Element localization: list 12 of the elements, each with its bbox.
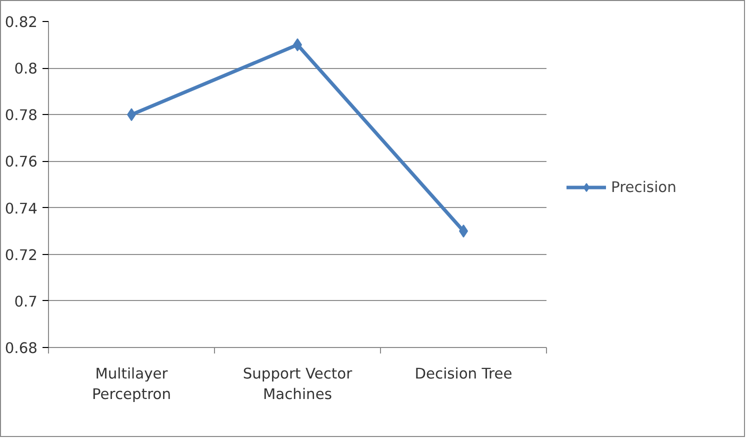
x-tick-label: Multilayer Perceptron bbox=[92, 366, 172, 403]
x-tick-label: Support Vector Machines bbox=[242, 366, 354, 403]
y-tick-label: 0.78 bbox=[4, 107, 38, 124]
y-tick-label: 0.82 bbox=[4, 14, 38, 31]
y-tick-label: 0.72 bbox=[4, 246, 38, 264]
y-tick-label: 0.7 bbox=[14, 293, 38, 310]
y-tick-label: 0.68 bbox=[4, 340, 38, 357]
x-tick-label: Decision Tree bbox=[414, 366, 512, 382]
y-tick-label: 0.76 bbox=[4, 154, 38, 171]
legend-label: Precision bbox=[611, 178, 676, 196]
y-tick-label: 0.74 bbox=[4, 200, 38, 218]
y-tick-label: 0.8 bbox=[14, 60, 38, 78]
